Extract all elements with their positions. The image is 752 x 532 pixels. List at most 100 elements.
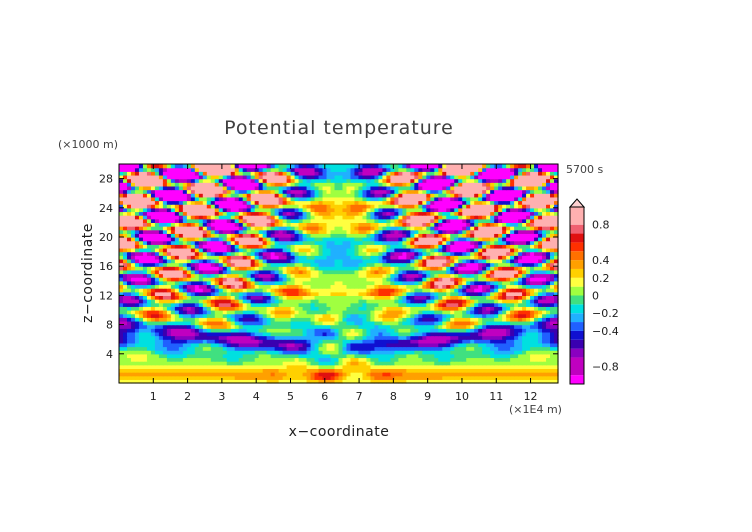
heatmap-cell xyxy=(242,364,248,369)
heatmap-cell xyxy=(398,233,403,238)
heatmap-cell xyxy=(242,331,248,337)
heatmap-cell xyxy=(158,229,164,234)
heatmap-cell xyxy=(414,361,419,366)
heatmap-cell xyxy=(186,222,192,227)
heatmap-cell xyxy=(470,331,475,337)
heatmap-cell xyxy=(458,317,463,322)
heatmap-cell xyxy=(418,280,423,286)
heatmap-cell xyxy=(510,357,515,362)
heatmap-cell xyxy=(426,284,431,289)
heatmap-cell xyxy=(250,375,256,380)
heatmap-cell xyxy=(534,244,539,249)
heatmap-cell xyxy=(242,317,248,322)
heatmap-cell xyxy=(198,317,204,322)
heatmap-cell xyxy=(318,368,324,373)
heatmap-cell xyxy=(398,266,403,271)
heatmap-cell xyxy=(190,302,196,307)
heatmap-cell xyxy=(454,237,459,242)
heatmap-cell xyxy=(386,295,391,300)
heatmap-cell xyxy=(374,240,380,245)
heatmap-cell xyxy=(218,335,224,340)
heatmap-cell xyxy=(318,240,324,245)
heatmap-cell xyxy=(318,302,324,307)
heatmap-cell xyxy=(250,251,256,256)
heatmap-cell xyxy=(530,295,535,300)
heatmap-cell xyxy=(422,233,427,238)
heatmap-cell xyxy=(262,237,268,242)
heatmap-cell xyxy=(470,229,475,234)
heatmap-cell xyxy=(258,273,264,278)
heatmap-cell xyxy=(162,361,168,366)
heatmap-cell xyxy=(518,295,523,300)
heatmap-cell xyxy=(250,317,256,322)
heatmap-cell xyxy=(418,222,423,227)
heatmap-cell xyxy=(466,258,471,264)
heatmap-cell xyxy=(246,284,252,289)
heatmap-cell xyxy=(522,313,527,318)
heatmap-cell xyxy=(554,233,559,238)
heatmap-cell xyxy=(154,368,160,373)
heatmap-cell xyxy=(170,324,176,329)
heatmap-cell xyxy=(330,368,336,373)
heatmap-cell xyxy=(298,335,304,340)
heatmap-cell xyxy=(478,372,483,377)
heatmap-cell xyxy=(530,302,535,307)
heatmap-cell xyxy=(466,302,471,307)
heatmap-cell xyxy=(482,353,487,359)
heatmap-cell xyxy=(390,237,395,242)
heatmap-cell xyxy=(422,350,427,355)
heatmap-cell xyxy=(234,328,240,333)
heatmap-cell xyxy=(390,372,395,377)
heatmap-cell xyxy=(450,324,455,329)
heatmap-cell xyxy=(402,218,407,223)
heatmap-cell xyxy=(174,361,180,366)
heatmap-cell xyxy=(506,266,511,271)
heatmap-cell xyxy=(202,320,208,326)
heatmap-cell xyxy=(346,335,352,340)
heatmap-cell xyxy=(122,280,128,286)
heatmap-cell xyxy=(390,313,395,318)
heatmap-cell xyxy=(382,295,387,300)
heatmap-cell xyxy=(330,357,336,362)
heatmap-cell xyxy=(410,291,415,296)
heatmap-cell xyxy=(310,357,316,362)
heatmap-cell xyxy=(470,262,475,267)
heatmap-cell xyxy=(254,229,260,234)
heatmap-cell xyxy=(150,291,156,296)
heatmap-cell xyxy=(150,262,156,267)
heatmap-cell xyxy=(222,226,228,231)
heatmap-cell xyxy=(138,324,144,329)
heatmap-cell xyxy=(366,251,372,256)
heatmap-cell xyxy=(414,218,419,223)
heatmap-cell xyxy=(442,295,447,300)
heatmap-cell xyxy=(550,226,555,231)
heatmap-cell xyxy=(450,255,455,260)
heatmap-cell xyxy=(246,229,252,234)
heatmap-cell xyxy=(154,372,160,377)
heatmap-cell xyxy=(290,284,296,289)
heatmap-cell xyxy=(506,313,511,318)
heatmap-cell xyxy=(262,328,268,333)
heatmap-cell xyxy=(258,218,264,223)
heatmap-cell xyxy=(410,288,415,293)
heatmap-cell xyxy=(318,331,324,337)
heatmap-cell xyxy=(398,251,403,256)
heatmap-cell xyxy=(522,284,527,289)
heatmap-cell xyxy=(170,357,176,362)
heatmap-cell xyxy=(510,302,515,307)
heatmap-cell xyxy=(294,247,300,253)
heatmap-cell xyxy=(290,331,296,337)
heatmap-cell xyxy=(206,291,212,296)
heatmap-cell xyxy=(418,269,423,275)
heatmap-cell xyxy=(162,226,168,231)
heatmap-cell xyxy=(374,328,380,333)
heatmap-cell xyxy=(506,353,511,359)
heatmap-cell xyxy=(230,288,236,293)
heatmap-cell xyxy=(458,237,463,242)
heatmap-cell xyxy=(314,361,320,366)
heatmap-cell xyxy=(274,295,280,300)
heatmap-cell xyxy=(238,317,244,322)
heatmap-cell xyxy=(270,335,276,340)
heatmap-cell xyxy=(326,313,332,318)
heatmap-cell xyxy=(358,346,364,351)
